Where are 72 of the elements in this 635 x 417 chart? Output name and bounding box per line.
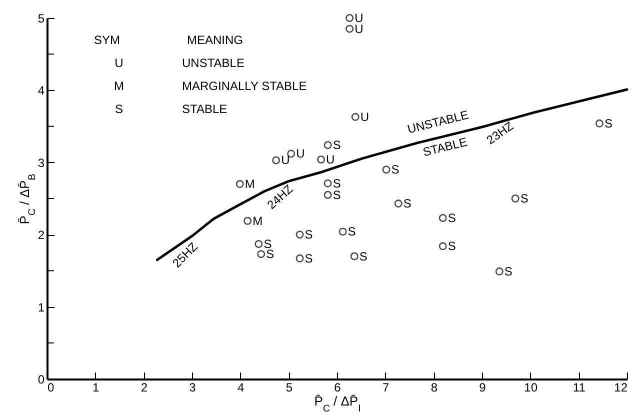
text: S (359, 249, 368, 264)
x-tick-label: 5 (286, 380, 293, 394)
point (438, 242, 447, 250)
text: S (403, 196, 412, 211)
text: S (448, 210, 456, 225)
x-tick-label: 7 (382, 380, 390, 394)
x-tick-label: 1 (92, 380, 100, 394)
point (324, 141, 332, 150)
text: S (520, 192, 528, 206)
annotation: SYM (94, 33, 120, 47)
y-tick-label: 3 (38, 156, 45, 170)
point (272, 156, 280, 164)
x-tick-label: 8 (430, 380, 438, 394)
point (244, 216, 252, 225)
x-tick-label: 11 (572, 380, 586, 394)
text: U (281, 153, 290, 168)
point (595, 119, 604, 128)
text: S (332, 176, 341, 190)
text: S (332, 188, 341, 202)
text: S (348, 224, 356, 239)
point (324, 190, 332, 199)
point (351, 112, 360, 121)
text: S (391, 162, 400, 177)
x-tick-label: 6 (334, 380, 342, 394)
text: S (304, 251, 313, 266)
x-tick-label: 2 (140, 380, 148, 394)
point (296, 230, 304, 239)
y-tick-label: 4 (38, 84, 45, 98)
x-tick-label: 0 (48, 380, 54, 394)
point (324, 179, 332, 188)
text: S (114, 102, 124, 116)
y-tick-label: 5 (38, 12, 45, 26)
annotation: MARGINALLY STABLE (182, 79, 307, 93)
text: U (326, 152, 335, 167)
x-tick-label: 12 (614, 380, 628, 394)
point (236, 180, 244, 188)
annotation: STABLE (421, 134, 469, 160)
point (350, 252, 358, 260)
point (338, 228, 347, 236)
point (495, 267, 504, 276)
point (287, 150, 296, 158)
text: S (304, 228, 313, 242)
x-tick-label: 3 (189, 380, 196, 394)
text: U (360, 110, 370, 124)
text: U (114, 56, 124, 70)
point (317, 156, 326, 164)
annotation: MEANING (186, 33, 244, 47)
point (382, 166, 390, 174)
text: M (252, 214, 263, 228)
text: M (114, 79, 124, 93)
text: S (332, 138, 341, 152)
annotation: UNSTABLE (182, 56, 244, 70)
x-tick-label: 9 (479, 380, 486, 394)
point (346, 14, 354, 22)
point (296, 254, 304, 262)
x-tick-label: 4 (237, 380, 244, 394)
series-label: M (244, 177, 255, 192)
point (346, 24, 354, 33)
text: U (296, 146, 305, 161)
text: S (448, 239, 456, 254)
y-tick-label: 2 (38, 228, 45, 242)
point (394, 200, 402, 208)
point (438, 214, 447, 222)
point (511, 194, 520, 202)
annotation: STABLE (182, 102, 228, 116)
text: S (604, 116, 612, 130)
x-axis-title: P̄$_{C}$ / ΔP̄$_{I}$ (314, 394, 361, 414)
y-tick-label: 1 (38, 300, 45, 314)
x-tick-label: 10 (524, 380, 538, 394)
point (257, 250, 266, 258)
point (254, 240, 263, 248)
text: S (504, 264, 512, 278)
